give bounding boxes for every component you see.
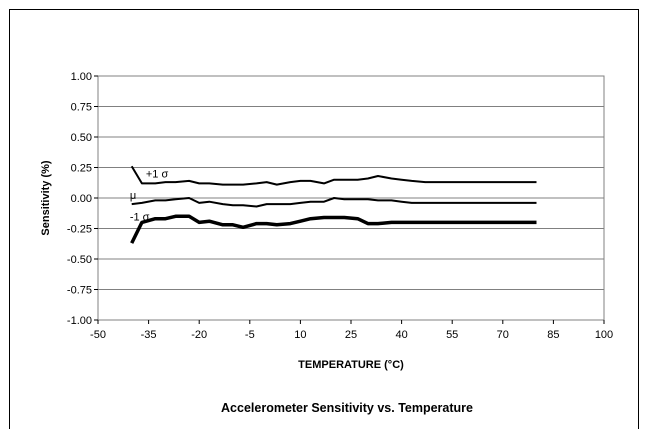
y-tick-label: -1.00 (67, 315, 92, 327)
y-tick-label: 0.50 (71, 132, 92, 144)
x-tick-label: -5 (245, 329, 255, 341)
y-tick-label: -0.50 (67, 254, 92, 266)
series-lines (130, 165, 537, 244)
chart-frame (9, 9, 639, 429)
x-tick-label: 10 (294, 329, 306, 341)
y-tick-label: 0.00 (71, 193, 92, 205)
y-tick-label: 1.00 (71, 71, 92, 83)
x-tick-label: 85 (547, 329, 559, 341)
series-line (130, 214, 537, 244)
x-tick-label: 40 (395, 329, 407, 341)
x-tick-label: 55 (446, 329, 458, 341)
x-tick-label: -20 (191, 329, 207, 341)
series-label: +1 σ (146, 168, 169, 180)
y-tick-label: -0.25 (67, 224, 92, 236)
x-tick-label: -35 (141, 329, 157, 341)
y-tick-label: -0.75 (67, 285, 92, 297)
series-labels: +1 σ μ -1 σ (130, 168, 169, 223)
y-axis-label: Sensitivity (%) (40, 160, 52, 236)
series-label: -1 σ (130, 211, 150, 223)
series-line (130, 165, 537, 186)
x-axis-label: TEMPERATURE (°C) (298, 359, 404, 371)
y-axis-ticks: 1.00 0.75 0.50 0.25 0.00 -0.25 -0.50 -0.75 -1.00 (67, 71, 98, 327)
x-axis-ticks: -50 -35 -20 -5 10 25 40 55 70 85 100 (90, 320, 613, 341)
gridlines (98, 75, 604, 321)
series-line (131, 197, 537, 208)
x-tick-label: 70 (497, 329, 509, 341)
x-tick-label: 25 (345, 329, 357, 341)
chart-title: Accelerometer Sensitivity vs. Temperatur… (221, 401, 473, 415)
x-tick-label: 100 (595, 329, 613, 341)
x-tick-label: -50 (90, 329, 106, 341)
y-tick-label: 0.25 (71, 163, 92, 175)
series-label: μ (130, 190, 136, 202)
y-tick-label: 0.75 (71, 102, 92, 114)
